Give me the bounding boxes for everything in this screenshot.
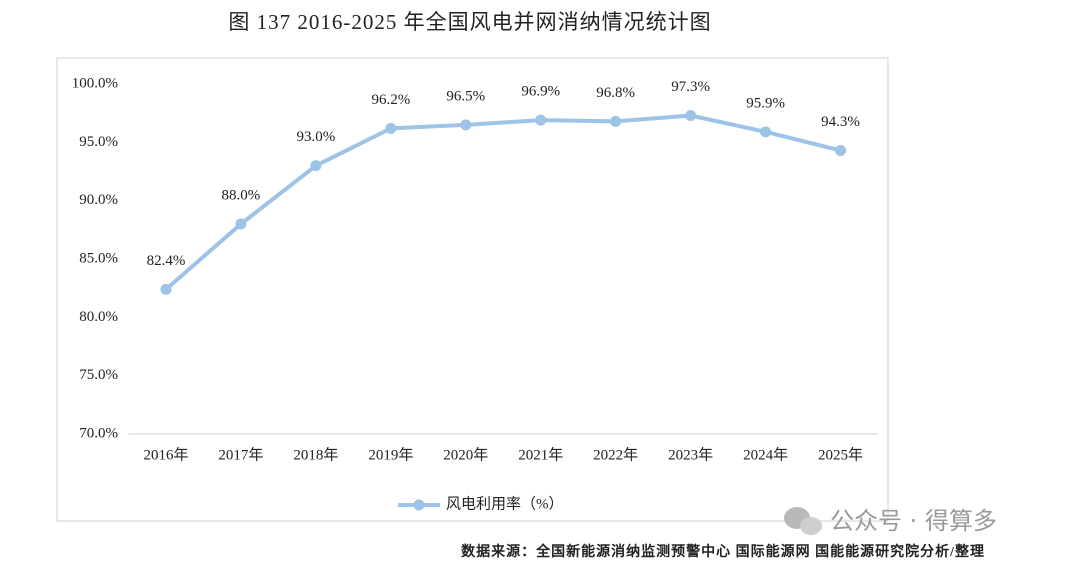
x-tick-label: 2017年 (218, 446, 263, 463)
legend-marker (413, 499, 425, 511)
series-line (164, 113, 842, 291)
chart-frame (56, 57, 889, 522)
data-point (685, 110, 697, 121)
y-tick-label: 80.0% (79, 309, 118, 325)
data-label: 96.8% (596, 85, 635, 101)
data-label: 93.0% (297, 129, 336, 145)
data-point (385, 122, 397, 134)
x-tick-label: 2019年 (368, 446, 413, 463)
data-label: 95.9% (746, 95, 785, 111)
y-tick-label: 95.0% (79, 134, 118, 150)
data-label: 96.5% (446, 88, 485, 104)
data-point (160, 283, 172, 295)
y-tick-label: 70.0% (79, 425, 118, 441)
data-point (235, 218, 247, 230)
y-tick-label: 90.0% (79, 192, 118, 208)
data-label: 96.2% (371, 92, 410, 108)
legend-label: 风电利用率（%） (446, 495, 564, 512)
data-label: 97.3% (671, 79, 710, 95)
data-label: 96.9% (521, 84, 560, 100)
data-point (610, 115, 622, 127)
data-point (460, 119, 472, 131)
x-tick-label: 2021年 (518, 446, 563, 463)
data-point (310, 160, 322, 172)
data-point (535, 114, 547, 126)
data-label: 82.4% (147, 253, 186, 269)
x-tick-label: 2025年 (818, 446, 863, 463)
x-tick-label: 2024年 (743, 446, 788, 463)
source-note: 数据来源：全国新能源消纳监测预警中心 国际能源网 国能能源研究院分析/整理 (461, 543, 985, 560)
x-tick-label: 2018年 (293, 446, 338, 463)
data-point (835, 145, 847, 156)
chart-title: 图 137 2016-2025 年全国风电并网消纳情况统计图 (228, 10, 711, 34)
x-tick-label: 2020年 (443, 446, 488, 463)
y-tick-label: 100.0% (72, 75, 118, 91)
watermark-icon (784, 507, 822, 535)
data-label: 94.3% (821, 114, 860, 130)
y-tick-label: 75.0% (79, 367, 118, 383)
x-tick-label: 2023年 (668, 446, 713, 463)
data-label: 88.0% (222, 187, 261, 203)
data-point (760, 126, 772, 138)
x-tick-label: 2022年 (593, 446, 638, 463)
watermark: 公众号 · 得算多 (830, 507, 997, 535)
y-tick-label: 85.0% (79, 250, 118, 266)
x-tick-label: 2016年 (143, 446, 188, 463)
